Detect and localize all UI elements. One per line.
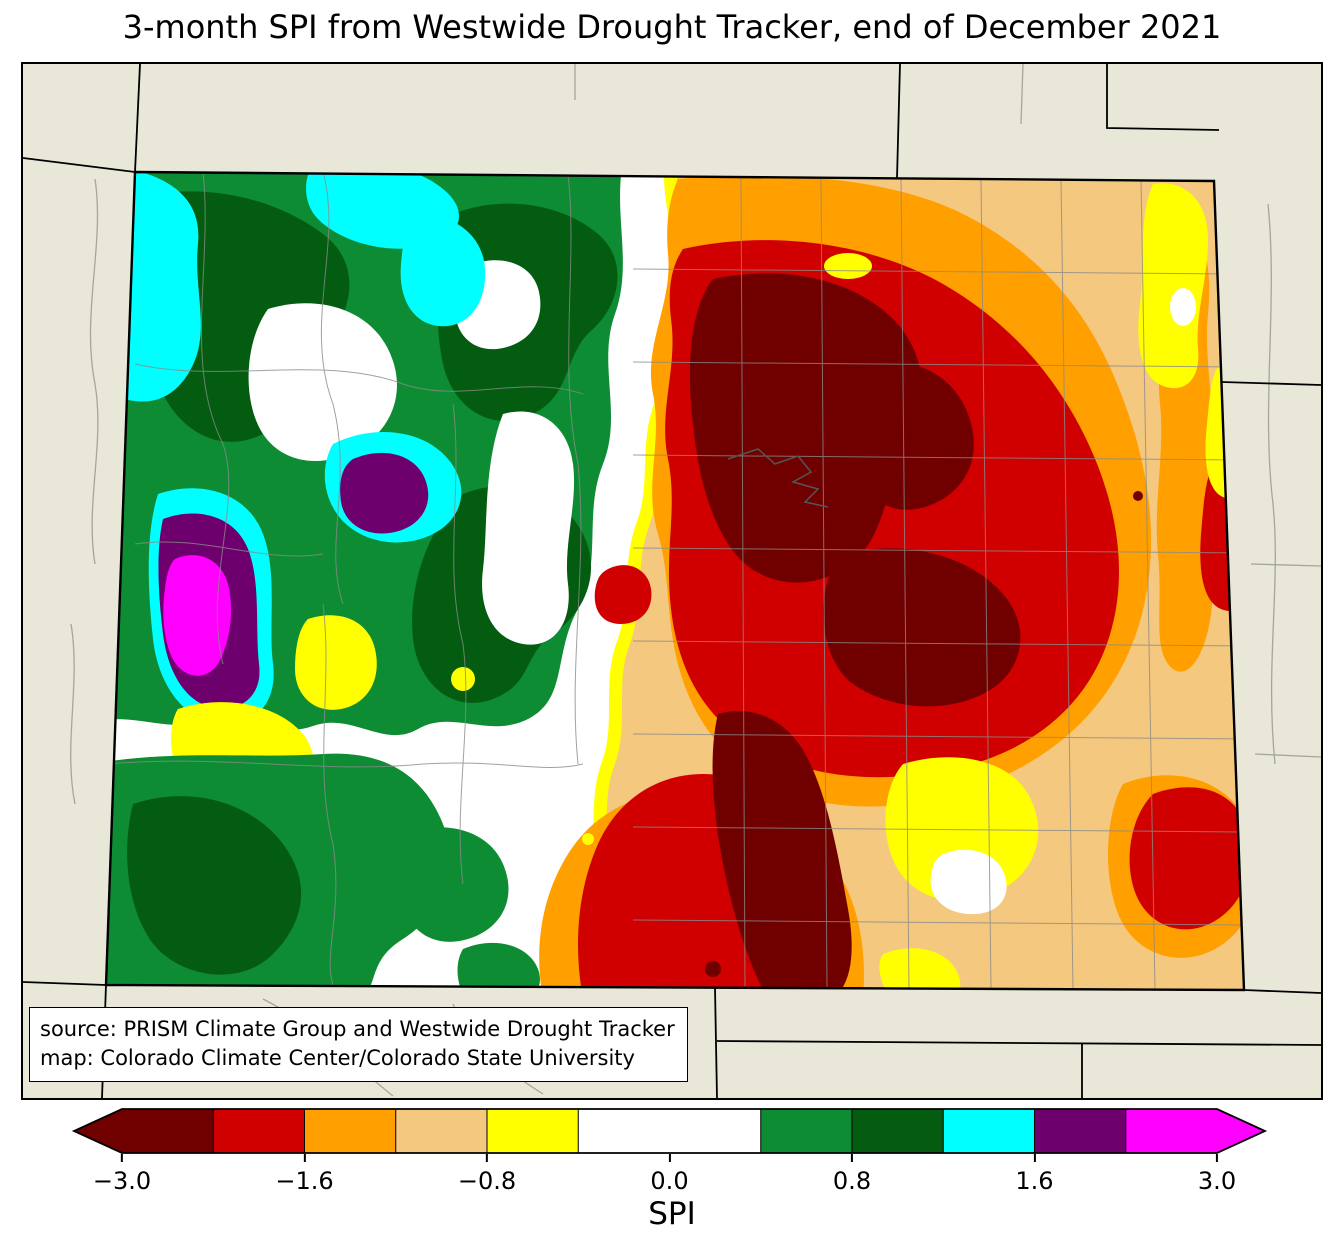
source-line: source: PRISM Climate Group and Westwide… [40,1017,675,1042]
colorbar-tick: 1.6 [1015,1156,1053,1195]
colorbar-tick: 3.0 [1198,1156,1236,1195]
colorbar [66,1108,1273,1154]
colorbar-tick: −0.8 [458,1156,516,1195]
map-credit-line: map: Colorado Climate Center/Colorado St… [40,1046,635,1071]
county-lines [107,172,1244,990]
colorado-border [104,170,1246,992]
metro-boundary [727,448,829,508]
figure-title: 3-month SPI from Westwide Drought Tracke… [122,8,1222,46]
source-box: source: PRISM Climate Group and Westwide… [29,1007,688,1082]
neighbor-state-borders [23,64,1321,1098]
colorbar-axis-label: SPI [648,1196,696,1232]
colorbar-tick: 0.8 [833,1156,871,1195]
colorbar-ticks: −3.0 −1.6 −0.8 0.0 0.8 1.6 3.0 [93,1156,1236,1195]
colorbar-tick: −1.6 [275,1156,333,1195]
colorado-spi-map [23,64,1321,1098]
colorbar-tick: −3.0 [93,1156,151,1195]
colorbar-svg [71,1108,1268,1154]
spi-field [106,172,1244,990]
map-panel: source: PRISM Climate Group and Westwide… [21,62,1323,1100]
colorbar-tick: 0.0 [650,1156,688,1195]
